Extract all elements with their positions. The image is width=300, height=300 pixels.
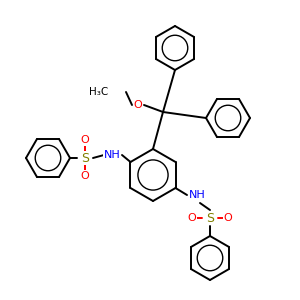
Text: O: O [81,171,89,181]
Text: NH: NH [189,190,206,200]
Text: O: O [134,100,142,110]
Text: S: S [81,152,89,164]
Text: S: S [206,212,214,224]
Text: NH: NH [103,150,120,160]
Text: O: O [81,135,89,145]
Text: H₃C: H₃C [89,87,108,97]
Text: O: O [188,213,196,223]
Text: O: O [224,213,232,223]
